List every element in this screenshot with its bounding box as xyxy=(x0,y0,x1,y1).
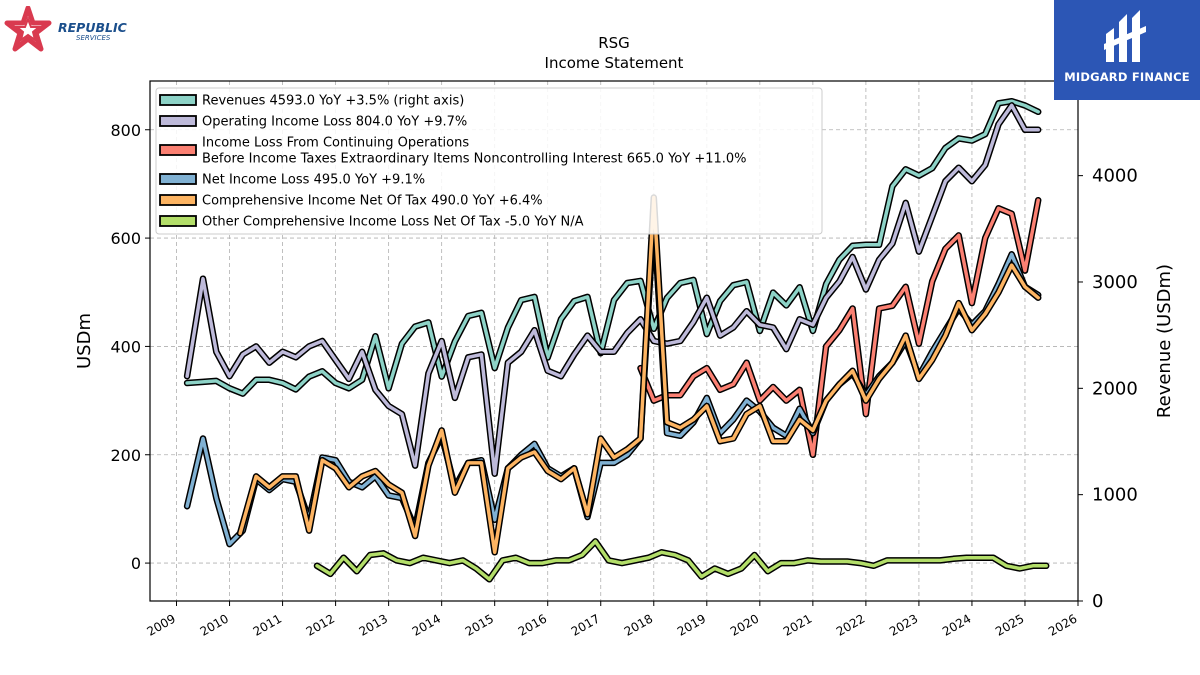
legend-label-line: Operating Income Loss 804.0 YoY +9.7% xyxy=(202,115,467,130)
legend-label-0: Revenues 4593.0 YoY +3.5% (right axis) xyxy=(202,94,464,109)
legend-label-line: Revenues 4593.0 YoY +3.5% (right axis) xyxy=(202,94,464,109)
legend: Revenues 4593.0 YoY +3.5% (right axis) Op… xyxy=(155,87,823,235)
legend-label-line: Comprehensive Income Net Of Tax 490.0 Yo… xyxy=(202,194,543,209)
legend-label-line: Net Income Loss 495.0 YoY +9.1% xyxy=(202,173,425,188)
x-tick-label: 2009 xyxy=(145,611,178,638)
x-tick-label: 2010 xyxy=(198,611,231,638)
republic-logo-text: REPUBLIC xyxy=(58,20,127,35)
y-tick-label: 0 xyxy=(131,554,141,573)
y2-tick-label: 4000 xyxy=(1092,166,1138,187)
midgard-finance-logo: MIDGARD FINANCE xyxy=(1054,0,1200,100)
legend-label-line: Income Loss From Continuing Operations xyxy=(202,136,469,151)
y2-tick-label: 3000 xyxy=(1092,272,1138,293)
legend-swatch-4 xyxy=(159,194,197,206)
legend-swatch-0 xyxy=(159,94,197,106)
y2-axis-label: Revenue (USDm) xyxy=(1154,264,1175,418)
y2-tick-label: 2000 xyxy=(1092,378,1138,399)
series-0-line xyxy=(185,99,1040,396)
legend-swatch-3 xyxy=(159,173,197,185)
x-tick-label: 2019 xyxy=(675,611,708,638)
legend-label-1: Operating Income Loss 804.0 YoY +9.7% xyxy=(202,115,467,130)
series-4-line xyxy=(238,195,1040,555)
x-tick-label: 2021 xyxy=(781,611,814,638)
republic-star-icon xyxy=(4,6,52,52)
legend-swatch-2 xyxy=(159,144,197,156)
x-tick-label: 2018 xyxy=(622,611,655,638)
x-tick-label: 2013 xyxy=(357,611,390,638)
series-2-line xyxy=(638,198,1040,457)
chart-title: RSG xyxy=(598,34,630,52)
legend-label-line: Other Comprehensive Income Loss Net Of T… xyxy=(202,215,584,230)
plot-frame xyxy=(149,80,1079,602)
x-tick-label: 2015 xyxy=(463,611,496,638)
x-tick-label: 2012 xyxy=(304,611,337,638)
y2-tick-label: 0 xyxy=(1092,591,1103,612)
x-tick-label: 2011 xyxy=(251,611,284,638)
legend-label-line: Before Income Taxes Extraordinary Items … xyxy=(202,152,747,167)
y2-tick-label: 1000 xyxy=(1092,485,1138,506)
series-1-line xyxy=(185,103,1040,476)
chart-subtitle: Income Statement xyxy=(545,54,684,72)
x-tick-label: 2026 xyxy=(1046,611,1079,638)
legend-label-4: Comprehensive Income Net Of Tax 490.0 Yo… xyxy=(202,194,543,209)
x-tick-label: 2014 xyxy=(410,611,443,638)
x-tick-label: 2020 xyxy=(728,611,761,638)
y-tick-label: 400 xyxy=(110,337,141,356)
legend-label-2: Income Loss From Continuing Operations Be… xyxy=(202,136,747,167)
series-5-line xyxy=(315,539,1048,582)
legend-swatch-1 xyxy=(159,115,197,127)
x-tick-label: 2023 xyxy=(887,611,920,638)
legend-label-3: Net Income Loss 495.0 YoY +9.1% xyxy=(202,173,425,188)
x-tick-label: 2024 xyxy=(940,611,973,638)
y-tick-label: 200 xyxy=(110,446,141,465)
midgard-finance-logo-text: MIDGARD FINANCE xyxy=(1064,70,1190,84)
legend-box xyxy=(155,87,823,235)
series-lines xyxy=(183,97,1050,583)
x-tick-label: 2022 xyxy=(834,611,867,638)
republic-services-logo: REPUBLIC SERVICES xyxy=(4,6,144,56)
y-tick-label: 600 xyxy=(110,229,141,248)
x-tick-label: 2025 xyxy=(993,611,1026,638)
legend-label-5: Other Comprehensive Income Loss Net Of T… xyxy=(202,215,584,230)
y-axis-label: USDm xyxy=(74,313,95,369)
services-logo-text: SERVICES xyxy=(76,34,111,42)
y-tick-label: 800 xyxy=(110,121,141,140)
x-tick-label: 2016 xyxy=(516,611,549,638)
midgard-emblem-icon xyxy=(1104,10,1146,62)
x-tick-label: 2017 xyxy=(569,611,602,638)
legend-swatch-5 xyxy=(159,215,197,227)
